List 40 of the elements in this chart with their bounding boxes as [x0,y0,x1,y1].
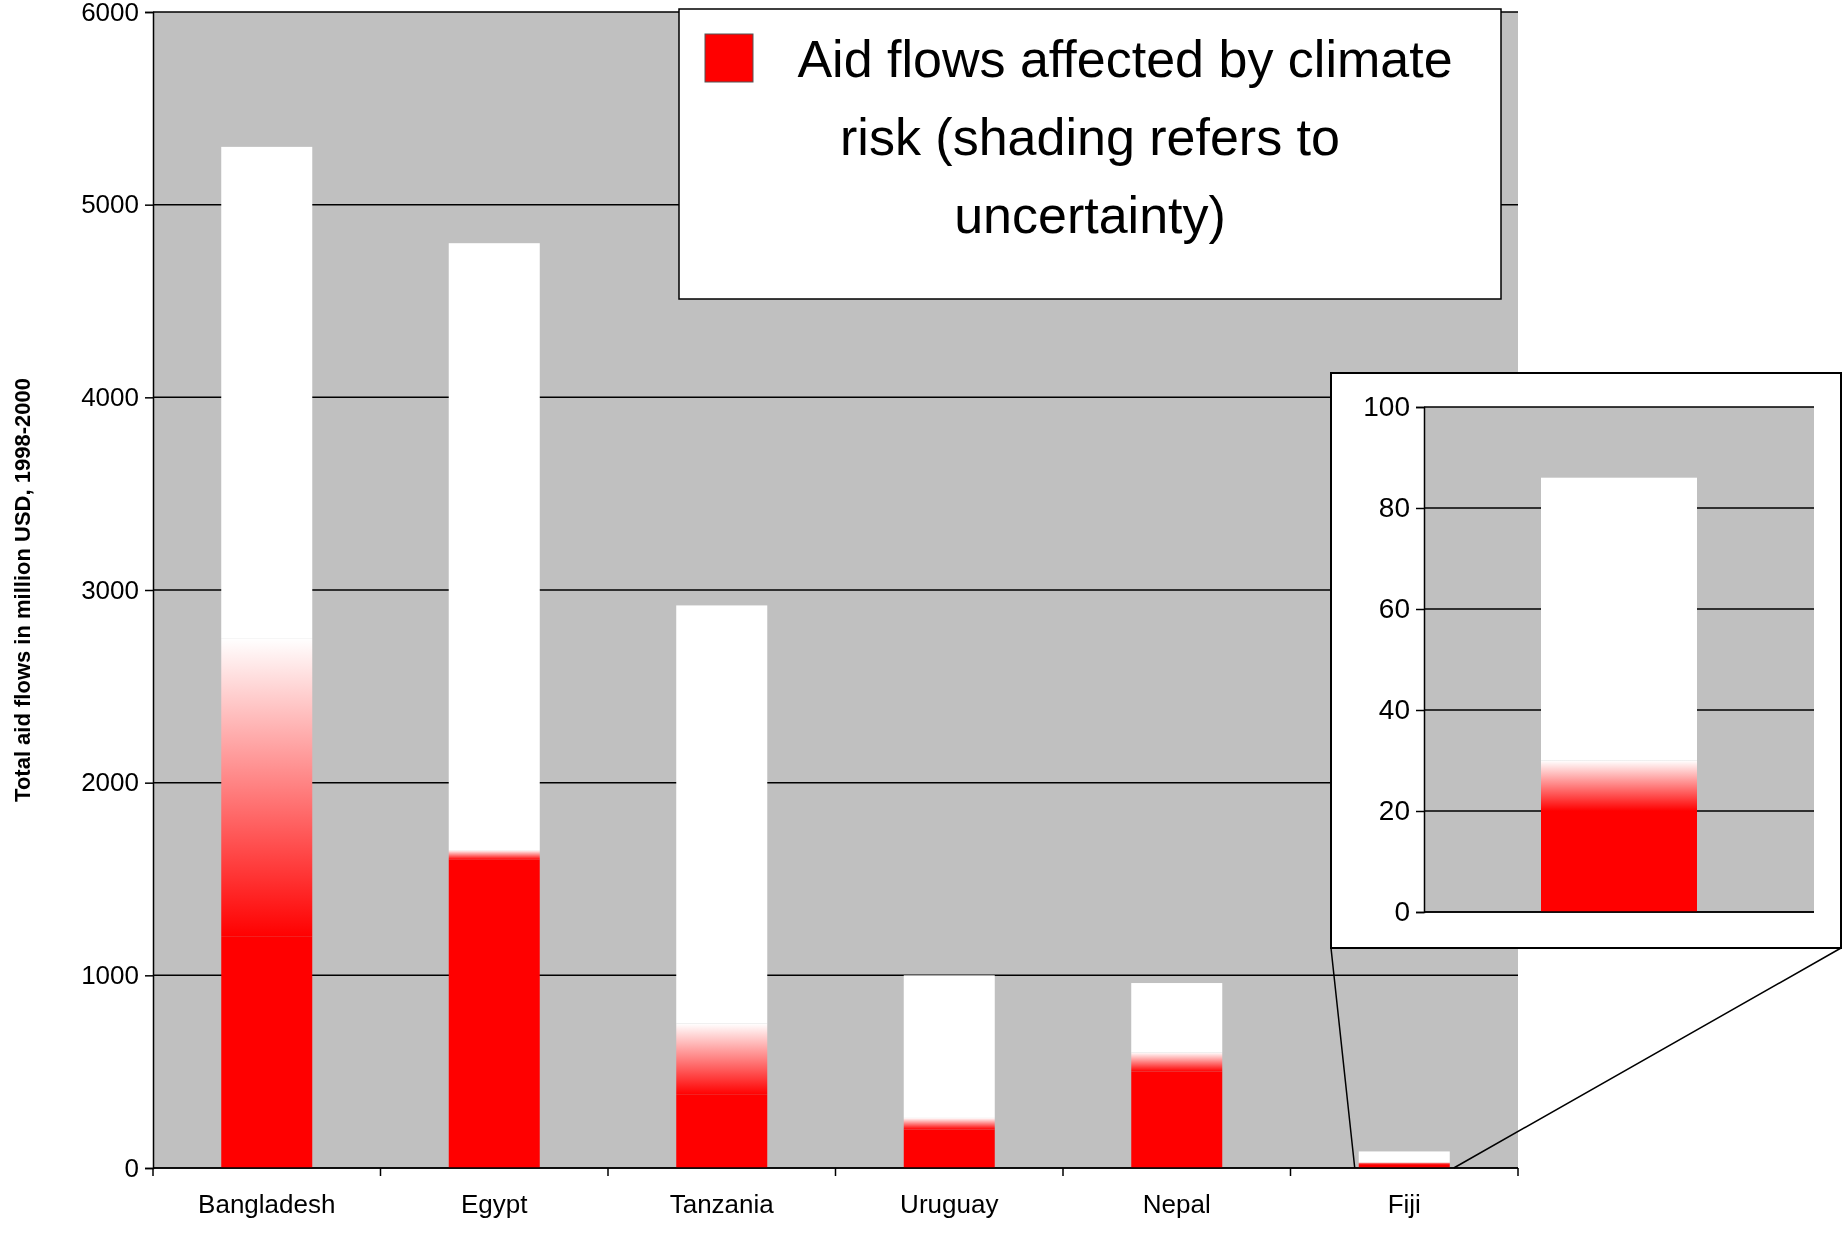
bar [676,1023,768,1095]
x-tick-label: Fiji [1387,1189,1421,1219]
bar [676,1094,768,1168]
legend-label: Aid flows affected by climate risk (shading refers to uncertainty) [797,30,1453,244]
x-tick-label: Bangladesh [198,1189,336,1219]
bar [1131,983,1223,1053]
bar [221,146,313,639]
y-axis-title: Total aid flows in million USD, 1998-2000 [10,378,35,802]
y-tick-label: 60 [1378,593,1410,625]
y-tick-label: 80 [1378,492,1410,524]
x-tick-label: Uruguay [900,1189,999,1219]
bar [1541,811,1697,912]
y-tick-label: 2000 [81,767,139,798]
x-tick-label: Nepal [1142,1189,1211,1219]
bar [1131,1071,1223,1168]
bar [903,975,995,1118]
bar [1541,477,1697,761]
bar [1358,1151,1450,1163]
y-tick-label: 3000 [81,574,139,605]
x-tick-label: Tanzania [669,1189,775,1219]
y-tick-label: 20 [1378,795,1410,827]
bar [903,1129,995,1168]
bar [903,1117,995,1130]
y-tick-label: 1000 [81,960,139,991]
y-tick-label: 0 [1394,896,1410,928]
bar [221,936,313,1168]
bar [448,859,540,1168]
y-tick-label: 40 [1378,694,1410,726]
y-tick-label: 4000 [81,382,139,413]
bar [676,605,768,1024]
y-tick-label: 0 [124,1152,139,1183]
y-tick-label: 100 [1363,391,1410,423]
bar [1131,1052,1223,1072]
x-tick-label: Egypt [461,1189,529,1219]
bar [1541,760,1697,811]
y-tick-label: 5000 [81,189,139,220]
bar [221,638,313,937]
y-tick-label: 6000 [81,0,139,27]
bar [448,243,540,851]
bar [448,850,540,860]
